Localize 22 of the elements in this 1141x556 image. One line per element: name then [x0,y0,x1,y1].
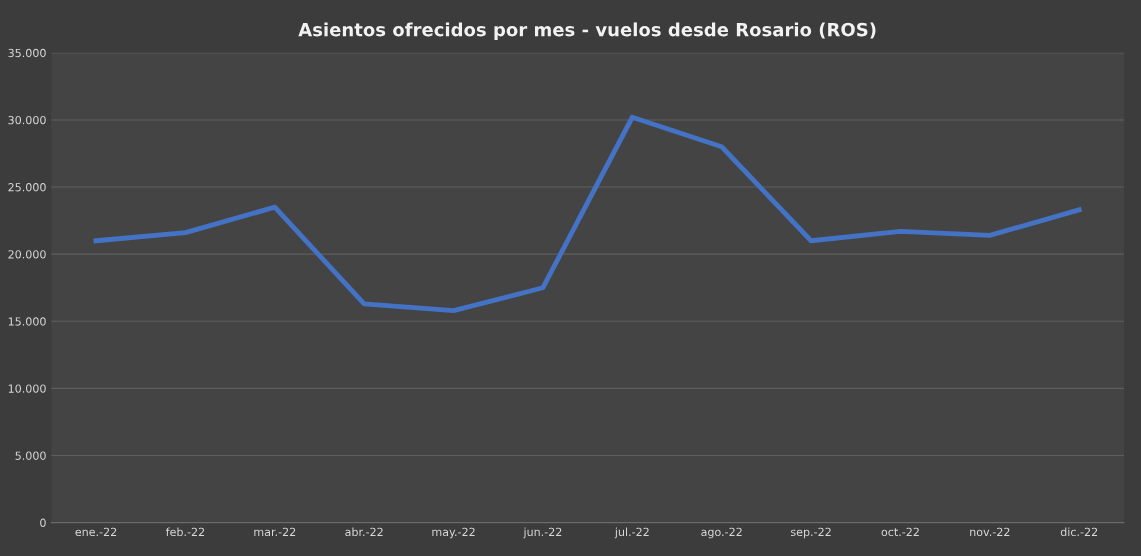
y-tick-label: 15.000 [8,317,46,326]
y-tick-label: 25.000 [8,183,46,192]
y-tick-label: 35.000 [8,48,46,58]
x-tick-label: jul.-22 [614,527,649,539]
y-tick-label: 0 [40,518,46,528]
y-tick-label: 30.000 [8,115,46,125]
x-tick-label: feb.-22 [165,527,205,537]
x-tick-label: nov.-22 [970,527,1010,537]
x-tick-label: mar.-22 [254,527,296,537]
x-tick-label: may.-22 [432,527,475,539]
y-tick-label: 10.000 [8,384,46,393]
x-tick-label: sep.-22 [790,527,831,539]
chart-title: Asientos ofrecidos por mes - vuelos desde Rosario (ROS) [298,22,876,40]
y-tick-label: 20.000 [8,250,46,259]
x-tick-label: ene.-22 [75,527,117,537]
x-tick-label: ago.-22 [701,527,742,539]
x-tick-label: jun.-22 [523,527,562,539]
y-tick-label: 5.000 [15,451,46,460]
x-tick-label: oct.-22 [881,527,919,537]
x-tick-label: dic.-22 [1060,527,1098,537]
line-series [93,114,1082,313]
x-tick-label: abr.-22 [345,527,383,537]
